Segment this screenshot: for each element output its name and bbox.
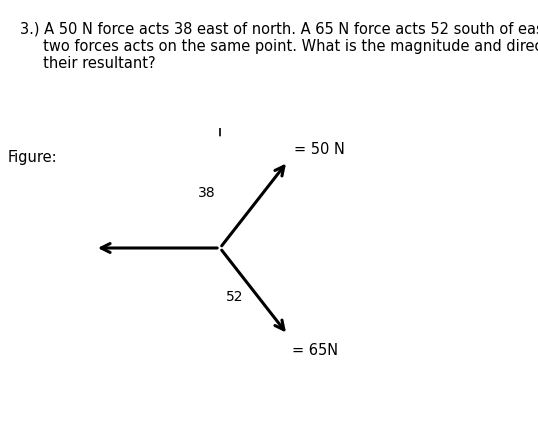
Text: two forces acts on the same point. What is the magnitude and direction of: two forces acts on the same point. What … — [20, 39, 538, 54]
Text: their resultant?: their resultant? — [20, 56, 155, 70]
Text: = 50 N: = 50 N — [294, 142, 345, 157]
Text: = 65N: = 65N — [292, 343, 338, 358]
Text: 52: 52 — [226, 290, 244, 304]
Text: 38: 38 — [198, 186, 216, 200]
Text: Figure:: Figure: — [8, 150, 58, 165]
Text: 3.) A 50 N force acts 38 east of north. A 65 N force acts 52 south of east. The: 3.) A 50 N force acts 38 east of north. … — [20, 22, 538, 37]
